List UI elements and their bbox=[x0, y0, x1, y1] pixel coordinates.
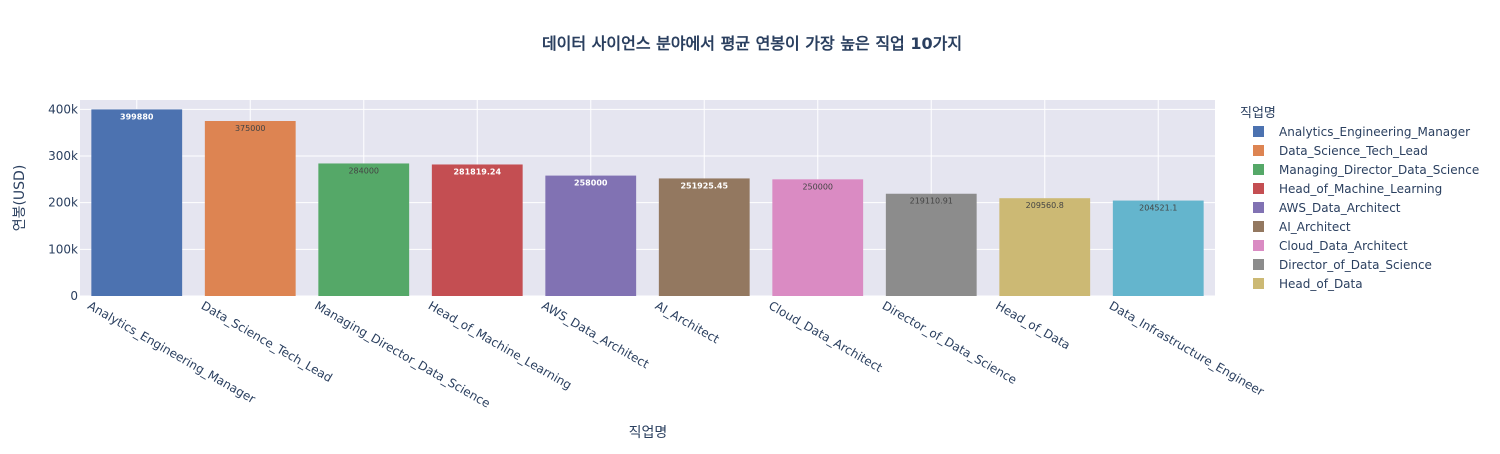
bar[interactable] bbox=[318, 163, 410, 296]
bar[interactable] bbox=[658, 178, 750, 296]
y-tick-label: 400k bbox=[48, 102, 78, 116]
legend-swatch[interactable] bbox=[1253, 221, 1264, 232]
x-tick-label: AWS_Data_Architect bbox=[539, 298, 651, 371]
legend-item-label[interactable]: AWS_Data_Architect bbox=[1279, 201, 1401, 215]
y-tick-label: 0 bbox=[70, 289, 78, 303]
legend-item-label[interactable]: Head_of_Machine_Learning bbox=[1279, 182, 1442, 196]
legend-item-label[interactable]: Analytics_Engineering_Manager bbox=[1279, 125, 1470, 139]
x-tick-label: Cloud_Data_Architect bbox=[766, 298, 885, 375]
legend-swatch[interactable] bbox=[1253, 259, 1264, 270]
bar[interactable] bbox=[1112, 200, 1204, 296]
x-tick-label: Data_Infrastructure_Engineer bbox=[1107, 298, 1267, 398]
bar[interactable] bbox=[999, 198, 1091, 296]
y-axis-ticks: 0 100k 200k 300k 400k bbox=[48, 102, 78, 303]
legend-swatch[interactable] bbox=[1253, 164, 1264, 175]
bar-value-label: 209560.8 bbox=[1026, 201, 1064, 210]
legend-item-label[interactable]: Cloud_Data_Architect bbox=[1279, 239, 1408, 253]
legend-swatch[interactable] bbox=[1253, 278, 1264, 289]
legend-item-label[interactable]: AI_Architect bbox=[1279, 220, 1351, 234]
bar[interactable] bbox=[431, 164, 523, 296]
x-axis-title: 직업명 bbox=[629, 425, 668, 441]
bar[interactable] bbox=[91, 109, 183, 296]
y-tick-label: 200k bbox=[48, 196, 78, 210]
bar-value-label: 258000 bbox=[574, 179, 608, 188]
bar[interactable] bbox=[885, 193, 977, 296]
legend-swatch[interactable] bbox=[1253, 145, 1264, 156]
bar-value-label: 219110.91 bbox=[910, 197, 953, 206]
legend-swatch[interactable] bbox=[1253, 240, 1264, 251]
y-axis-title: 연봉(USD) bbox=[12, 165, 28, 232]
bar-value-label: 251925.45 bbox=[680, 181, 728, 190]
bar-value-label: 281819.24 bbox=[453, 167, 501, 176]
chart-title: 데이터 사이언스 분야에서 평균 연봉이 가장 높은 직업 10가지 bbox=[542, 34, 962, 53]
legend-item-label[interactable]: Director_of_Data_Science bbox=[1279, 258, 1432, 272]
bar-value-label: 284000 bbox=[348, 166, 379, 175]
legend: 직업명 Analytics_Engineering_Manager Data_Sc… bbox=[1240, 106, 1479, 291]
bar[interactable] bbox=[772, 179, 864, 296]
legend-swatch[interactable] bbox=[1253, 183, 1264, 194]
legend-item-label[interactable]: Head_of_Data bbox=[1279, 277, 1363, 291]
x-tick-label: Managing_Director_Data_Science bbox=[312, 298, 492, 410]
bar-value-label: 250000 bbox=[802, 182, 833, 191]
legend-swatch[interactable] bbox=[1253, 126, 1264, 137]
bar-value-label: 399880 bbox=[120, 112, 154, 121]
legend-item-label[interactable]: Data_Science_Tech_Lead bbox=[1279, 144, 1428, 158]
bar[interactable] bbox=[204, 121, 296, 296]
legend-item-label[interactable]: Managing_Director_Data_Science bbox=[1279, 163, 1479, 177]
y-tick-label: 300k bbox=[48, 149, 78, 163]
x-tick-label: AI_Architect bbox=[653, 298, 722, 346]
bar-value-label: 375000 bbox=[235, 124, 266, 133]
legend-swatch[interactable] bbox=[1253, 202, 1264, 213]
y-tick-label: 100k bbox=[48, 242, 78, 256]
x-tick-label: Head_of_Data bbox=[993, 298, 1072, 352]
legend-title: 직업명 bbox=[1240, 106, 1276, 121]
bar[interactable] bbox=[545, 175, 637, 296]
bar-value-label: 204521.1 bbox=[1139, 204, 1177, 213]
bars: 399880 375000 284000 281819.24 258000 251925.… bbox=[91, 109, 1204, 296]
x-axis-ticks: Analytics_Engineering_ManagerData_Scienc… bbox=[85, 298, 1266, 410]
